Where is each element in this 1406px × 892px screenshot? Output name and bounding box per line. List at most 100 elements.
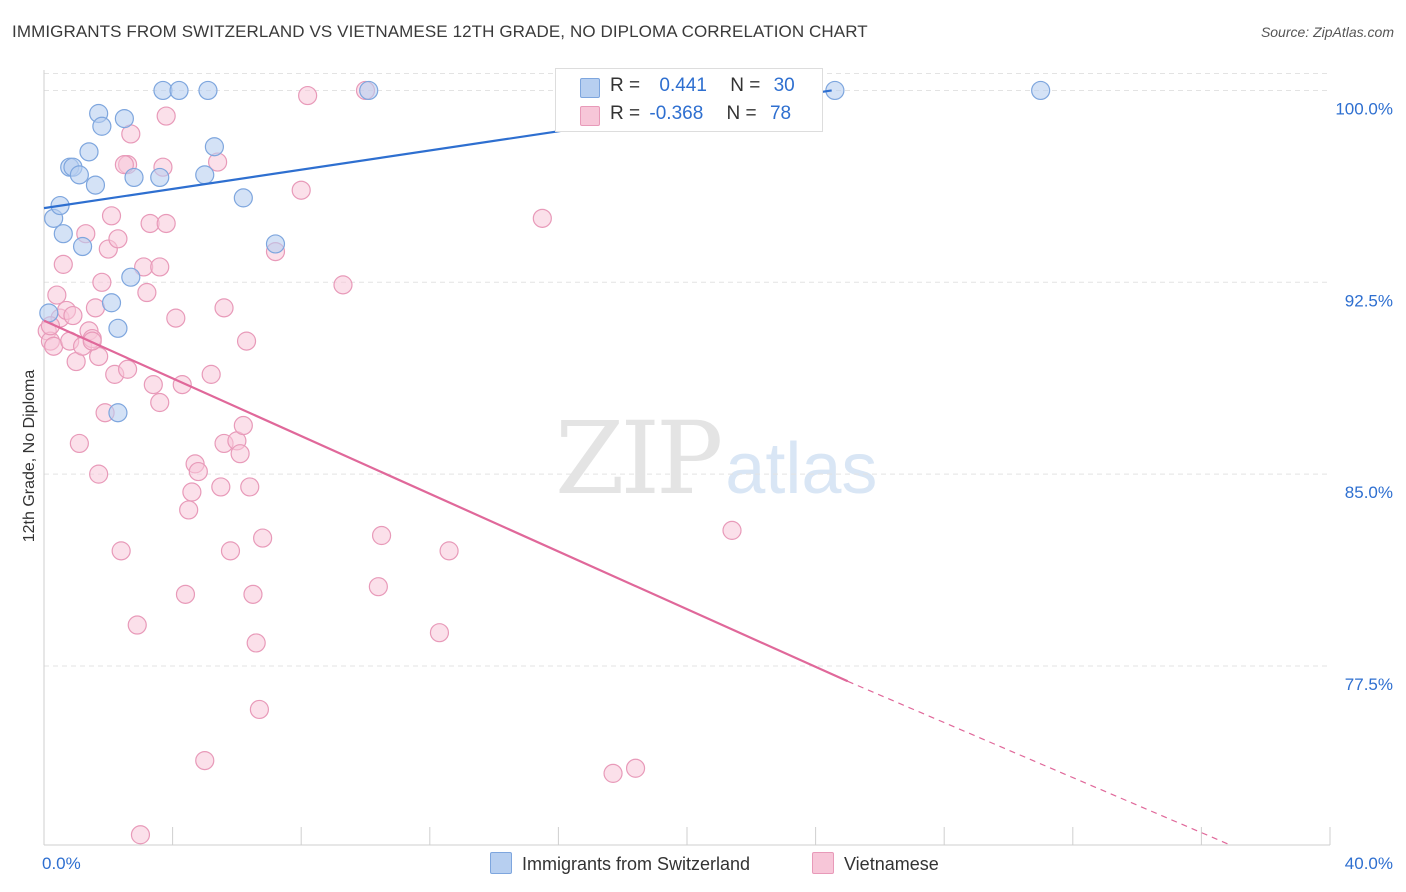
switzerland-point xyxy=(101,293,122,313)
vietnamese-point xyxy=(114,155,134,175)
vietnamese-point xyxy=(243,584,263,604)
chart-source: Source: ZipAtlas.com xyxy=(1260,24,1394,40)
legend-swatch-blue xyxy=(580,78,600,98)
switzerland-point xyxy=(195,165,215,185)
switzerland-point xyxy=(108,318,128,338)
vietnamese-point xyxy=(214,298,234,318)
vietnamese-point xyxy=(236,331,257,351)
grid-lines xyxy=(44,72,1330,667)
switzerland-point xyxy=(204,137,224,157)
vietnamese-point xyxy=(249,699,270,720)
switzerland-point xyxy=(169,80,189,101)
vietnamese-point xyxy=(127,615,147,635)
switzerland-point xyxy=(108,403,128,423)
legend-n-value: 30 xyxy=(773,75,795,96)
vietnamese-point xyxy=(63,305,83,326)
vietnamese-point xyxy=(47,285,67,305)
legend-r-value: -0.368 xyxy=(649,103,704,124)
vietnamese-point xyxy=(143,375,163,395)
vietnamese-point xyxy=(150,257,170,277)
legend-n-value: 78 xyxy=(769,103,792,124)
watermark-atlas: atlas xyxy=(725,429,878,509)
switzerland-point xyxy=(124,167,144,188)
watermark: ZIPatlas xyxy=(555,400,877,517)
trend-lines xyxy=(43,89,1231,846)
legend-r-value: 0.441 xyxy=(659,75,707,96)
vietnamese-point xyxy=(69,433,89,454)
y-tick-label: 85.0% xyxy=(1345,483,1393,502)
vietnamese-point xyxy=(150,392,170,413)
correlation-legend: R = 0.441 N = 30 R = -0.368 N = 78 xyxy=(555,68,823,132)
vietnamese-point xyxy=(188,461,208,482)
vietnamese-point xyxy=(291,180,311,200)
switzerland-point xyxy=(79,142,99,162)
vietnamese-point xyxy=(298,85,318,106)
switzerland-point xyxy=(85,175,106,195)
vietnamese-point xyxy=(179,500,199,520)
vietnamese-point xyxy=(240,477,260,497)
legend-r-label: R = xyxy=(610,103,641,124)
vietnamese-point xyxy=(92,272,112,292)
vietnamese-point xyxy=(156,213,176,234)
vietnamese-point xyxy=(175,584,196,604)
vietnamese-point xyxy=(233,415,253,436)
vietnamese-point xyxy=(368,577,388,597)
vietnamese-point xyxy=(53,254,73,274)
bottom-legend-swatch-pink xyxy=(812,852,834,874)
vietnamese-points xyxy=(37,80,742,845)
bottom-legend-swatch-blue xyxy=(490,852,512,874)
vietnamese-point xyxy=(439,541,459,561)
axes xyxy=(43,70,1331,846)
vietnamese-point xyxy=(722,520,742,540)
bottom-legend-switzerland: Immigrants from Switzerland xyxy=(490,852,750,875)
switzerland-point xyxy=(150,167,170,188)
bottom-legend-label: Vietnamese xyxy=(844,854,939,874)
switzerland-point xyxy=(72,236,93,257)
legend-n-label: N = xyxy=(730,75,761,96)
vietnamese-point xyxy=(156,106,176,126)
vietnamese-point xyxy=(101,206,122,226)
vietnamese-point xyxy=(195,750,215,771)
vietnamese-point xyxy=(230,444,250,464)
vietnamese-point xyxy=(625,758,646,778)
vietnamese-point xyxy=(603,763,623,783)
vietnamese-point xyxy=(89,464,109,484)
vietnamese-point xyxy=(85,298,106,318)
vietnamese-point xyxy=(117,359,138,379)
switzerland-point xyxy=(92,116,112,136)
bottom-legend-label: Immigrants from Switzerland xyxy=(522,854,751,874)
switzerland-point xyxy=(69,165,89,185)
switzerland-point xyxy=(121,267,141,287)
vietnamese-point xyxy=(429,623,450,643)
switzerland-point xyxy=(39,303,59,323)
switzerland-point xyxy=(153,80,173,101)
legend-n-label: N = xyxy=(726,103,757,124)
y-tick-label: 100.0% xyxy=(1335,99,1393,118)
tick-labels: 77.5% 85.0% 92.5% 100.0% 0.0% 40.0% xyxy=(42,99,1393,873)
y-tick-label: 92.5% xyxy=(1345,291,1393,310)
vietnamese-point xyxy=(130,825,151,845)
switzerland-point xyxy=(114,108,134,129)
y-tick-label: 77.5% xyxy=(1345,675,1393,694)
vietnamese-point xyxy=(220,541,241,561)
vietnamese-point xyxy=(166,308,186,328)
vietnamese-point xyxy=(532,208,552,228)
vietnamese-point xyxy=(333,275,353,295)
switzerland-point xyxy=(233,188,253,208)
vietnamese-point xyxy=(371,525,392,546)
x-tick-label: 0.0% xyxy=(42,854,81,873)
switzerland-point xyxy=(198,80,218,101)
switzerland-point xyxy=(359,80,379,101)
legend-swatch-pink xyxy=(580,106,600,126)
switzerland-point xyxy=(265,234,286,254)
vietnamese-point xyxy=(140,213,160,234)
switzerland-point xyxy=(53,224,73,244)
vietnamese-point xyxy=(108,229,128,249)
vietnamese-point xyxy=(137,282,157,303)
switzerland-point xyxy=(1031,80,1051,101)
x-tick-label: 40.0% xyxy=(1345,854,1393,873)
vietnamese-point xyxy=(253,528,273,548)
watermark-zip: ZIP xyxy=(555,400,723,517)
vietnamese-trend-extension xyxy=(847,680,1231,846)
